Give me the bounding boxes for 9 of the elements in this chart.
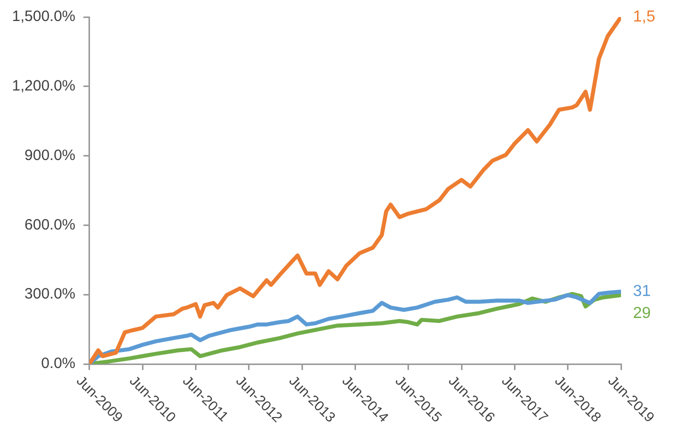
y-tick-label: 1,500.0% bbox=[12, 8, 76, 26]
y-tick-label: 0.0% bbox=[41, 355, 76, 372]
text: 29 bbox=[633, 305, 651, 322]
text: 1,5 bbox=[633, 8, 656, 26]
y-tick-label: 600.0% bbox=[24, 216, 76, 234]
y-tick-label: 1,200.0% bbox=[12, 78, 76, 95]
text: 31 bbox=[633, 283, 651, 300]
y-tick-label: 900.0% bbox=[24, 146, 76, 164]
y-tick-label: 300.0% bbox=[24, 286, 76, 303]
